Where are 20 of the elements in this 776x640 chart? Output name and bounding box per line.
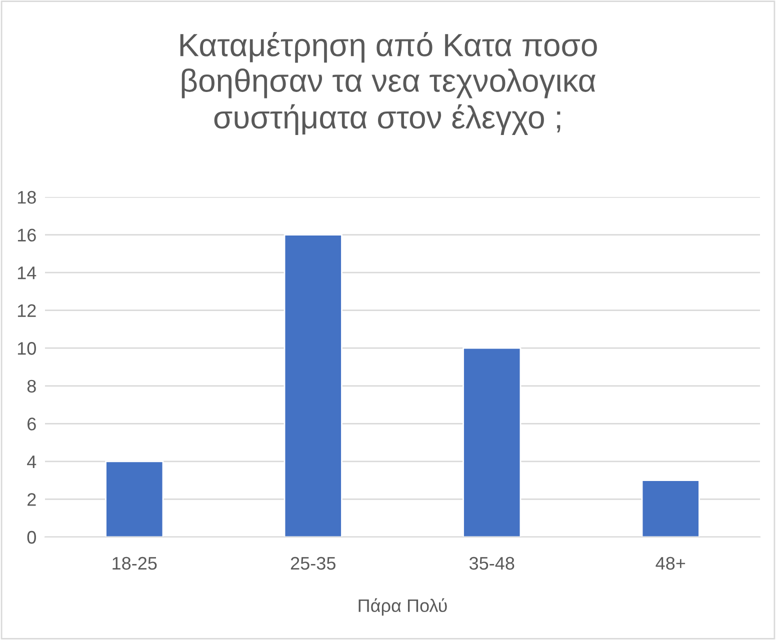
chart-title: Καταμέτρηση από Κατα ποσο βοηθησαν τα νεα τεχνολογικα συστήματα στον έλεγχο ; xyxy=(180,32,597,135)
y-tick-label: 0 xyxy=(27,530,36,544)
x-axis-title: Πάρα Πολύ xyxy=(358,598,447,616)
y-tick-label: 18 xyxy=(18,190,36,204)
y-tick-label: 6 xyxy=(28,418,36,430)
y-tick-label: 2 xyxy=(28,493,36,506)
y-tick-label: 4 xyxy=(27,456,36,468)
x-tick-label: 25-35 xyxy=(290,556,336,570)
y-tick-label: 12 xyxy=(18,304,36,317)
bar xyxy=(284,234,342,537)
bar xyxy=(462,347,522,537)
y-tick-label: 14 xyxy=(18,266,36,280)
bar xyxy=(105,460,164,537)
y-tick-label: 10 xyxy=(18,342,36,355)
x-tick-label: 48+ xyxy=(656,556,686,570)
x-tick-label: 35-48 xyxy=(469,556,514,570)
y-tick-label: 8 xyxy=(27,380,36,393)
y-tick-label: 16 xyxy=(18,228,36,242)
x-tick-label: 18-25 xyxy=(112,556,157,570)
bar xyxy=(641,480,700,537)
